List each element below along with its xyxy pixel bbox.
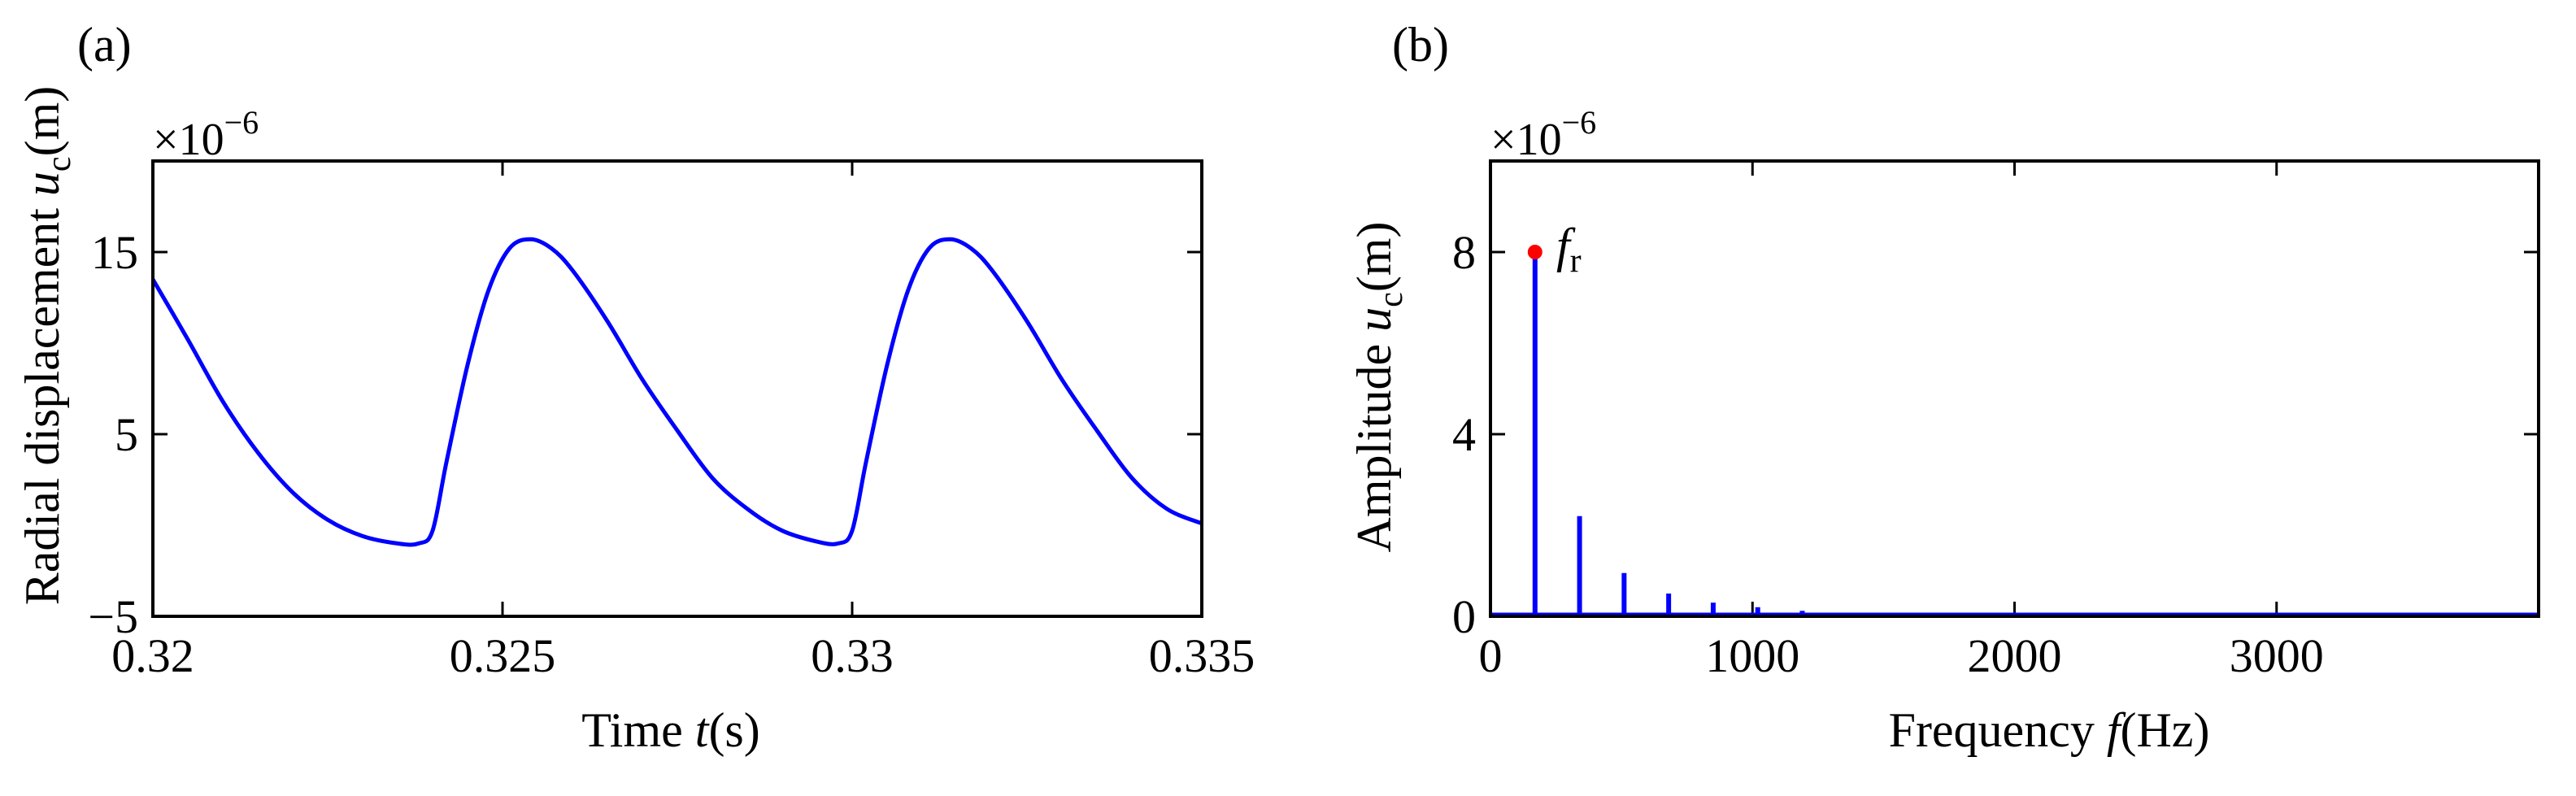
panel-b-y-axis-label: Amplitude uc(m) <box>1347 222 1410 553</box>
panel-b-chart: (b) ×10−6 Amplitude uc(m) Frequency f(Hz… <box>1347 18 2540 757</box>
panel-a-y-exponent-power: −6 <box>224 104 259 141</box>
panel-a-label: (a) <box>77 18 132 72</box>
panel-a-chart: (a) ×10−6 Radial displacement uc(m) Time… <box>15 18 1255 757</box>
x-tick-label: 0.335 <box>1149 629 1255 682</box>
panel-b-y-exponent-base: ×10 <box>1490 115 1562 165</box>
y-tick-label: −5 <box>88 590 138 643</box>
y-tick-label: 0 <box>1452 590 1476 643</box>
x-tick-label: 0.32 <box>111 629 194 682</box>
panel-b-label: (b) <box>1392 18 1449 72</box>
panel-a-x-axis-label: Time t(s) <box>581 703 760 757</box>
panel-a-xlabel-unit: (s) <box>708 703 759 757</box>
panel-a-ylabel-var: u <box>15 172 69 196</box>
x-tick-label: 2000 <box>1968 629 2062 682</box>
y-tick-label: 5 <box>115 408 138 461</box>
panel-b-ylabel-sub: c <box>1373 292 1410 307</box>
panel-a-y-exponent-base: ×10 <box>153 115 224 165</box>
y-tick-label: 15 <box>91 226 138 279</box>
x-tick-label: 3000 <box>2230 629 2324 682</box>
panel-b-ylabel-var: u <box>1347 307 1401 332</box>
panel-a-ylabel-unit: (m) <box>15 86 69 157</box>
panel-a-xlabel-var: t <box>695 703 710 757</box>
x-tick-label: 0.33 <box>811 629 894 682</box>
panel-b-peak-label: fr <box>1556 219 1582 280</box>
panel-a-y-exponent: ×10−6 <box>153 104 259 165</box>
x-tick-label: 0 <box>1479 629 1503 682</box>
panel-b-ticks: 0 1000 2000 3000 0 4 8 <box>1452 161 2539 682</box>
panel-b-y-exponent-power: −6 <box>1562 104 1597 141</box>
panel-b-ylabel-unit: (m) <box>1347 222 1401 293</box>
panel-b-y-exponent: ×10−6 <box>1490 104 1596 165</box>
panel-b-axes-frame <box>1489 159 2540 618</box>
panel-b-ylabel-prefix: Amplitude <box>1347 332 1401 553</box>
panel-a-ticks: 0.32 0.325 0.33 0.335 −5 5 15 <box>88 161 1255 682</box>
y-tick-label: 8 <box>1452 226 1476 279</box>
panel-a-axes-frame <box>151 159 1203 618</box>
x-tick-label: 0.325 <box>450 629 556 682</box>
panel-a-y-axis-label: Radial displacement uc(m) <box>15 86 78 605</box>
panel-b-spectrum-stems <box>1532 252 1895 616</box>
panel-a-xlabel-prefix: Time <box>581 703 695 757</box>
x-tick-label: 1000 <box>1705 629 1799 682</box>
panel-b-peak-marker <box>1527 245 1543 259</box>
panel-a-ylabel-sub: c <box>41 156 78 172</box>
panel-a-ylabel-prefix: Radial displacement <box>15 196 69 605</box>
panel-b-peak-label-sub: r <box>1570 242 1582 280</box>
y-tick-label: 4 <box>1452 408 1476 461</box>
panel-b-x-axis-label: Frequency f(Hz) <box>1889 703 2210 757</box>
panel-b-xlabel-unit: (Hz) <box>2121 703 2210 757</box>
panel-b-xlabel-prefix: Frequency <box>1889 703 2107 757</box>
panel-a-series-line <box>150 237 1203 547</box>
